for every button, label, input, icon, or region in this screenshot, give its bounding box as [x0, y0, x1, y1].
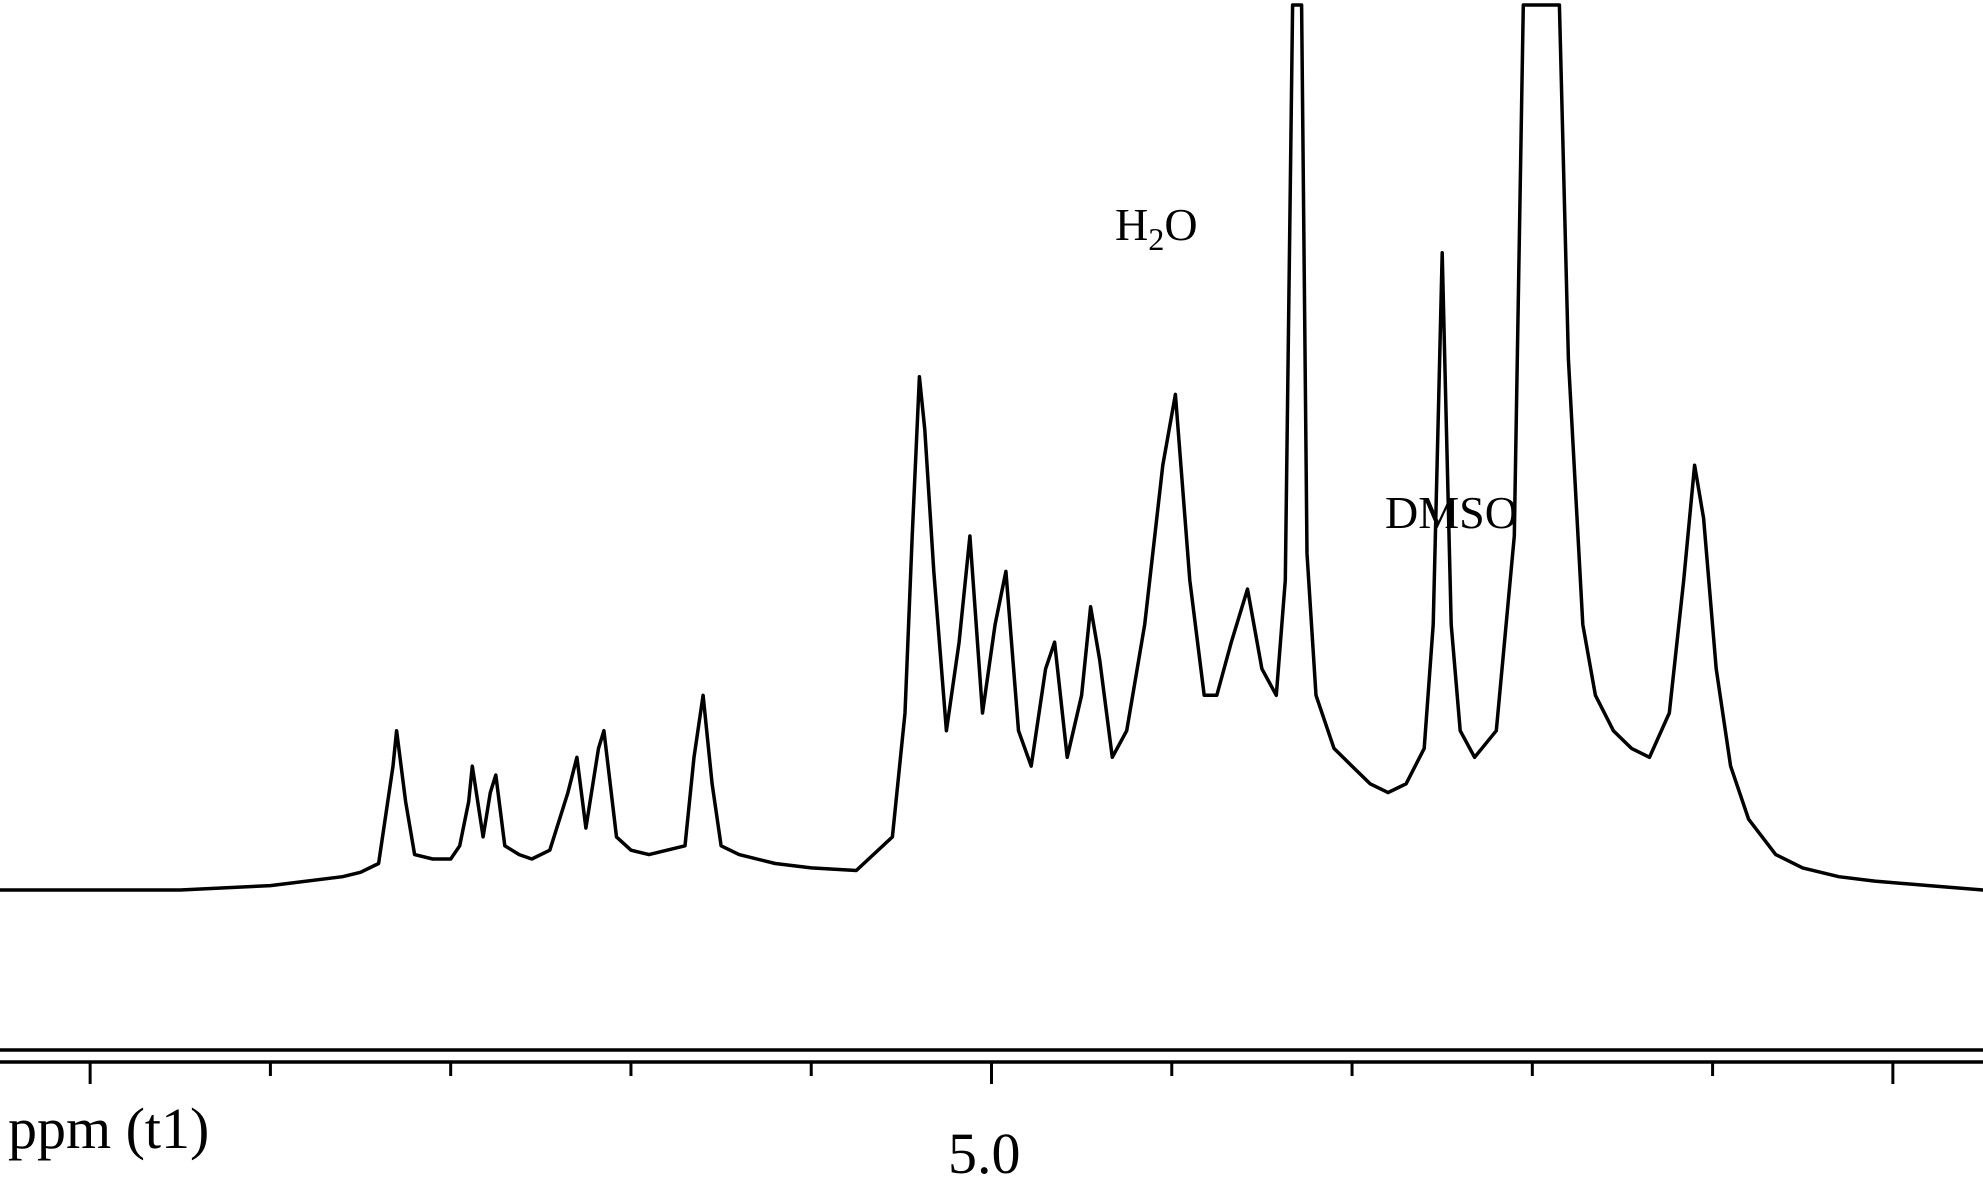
axis-tick-label-5: 5.0 [948, 1120, 1021, 1187]
spectrum-svg [0, 0, 1983, 1182]
x-axis-label: ppm (t1) [8, 1095, 209, 1162]
peak-annotation-h2o: H2O [1115, 198, 1198, 258]
peak-annotation-dmso: DMSO [1385, 486, 1518, 539]
nmr-spectrum-figure: ppm (t1) 5.0 H2O DMSO [0, 0, 1983, 1182]
